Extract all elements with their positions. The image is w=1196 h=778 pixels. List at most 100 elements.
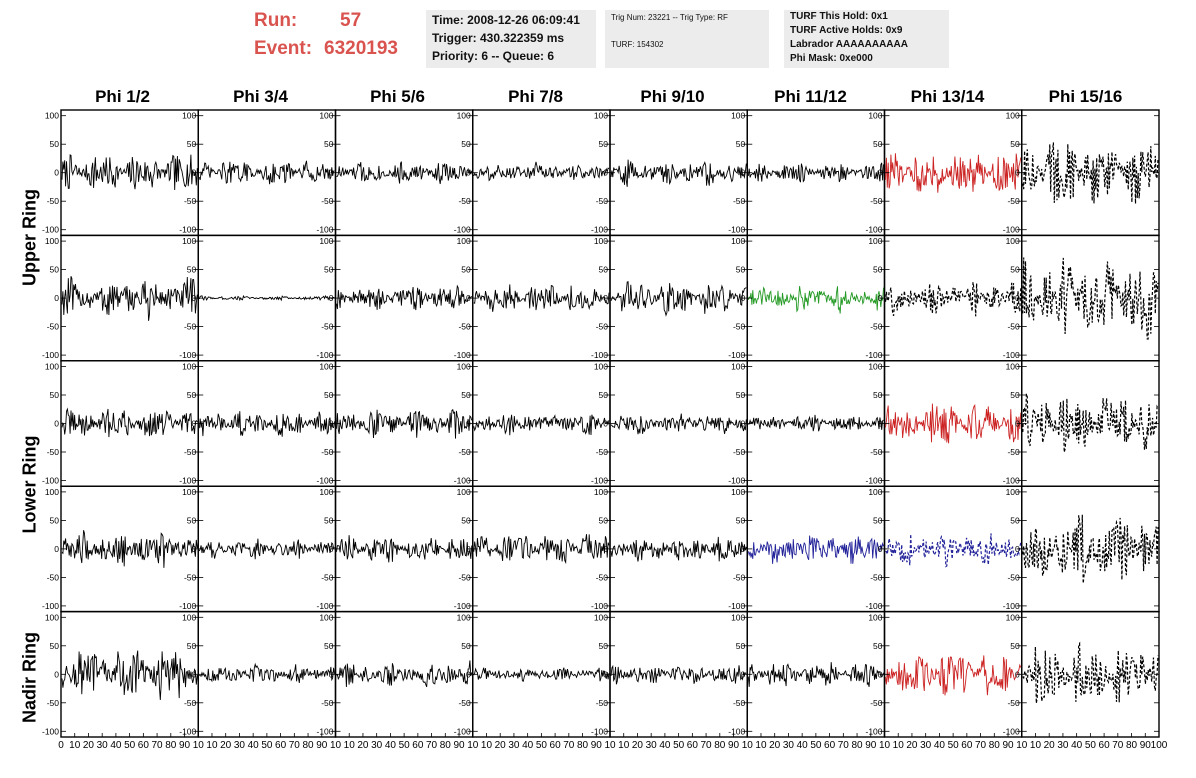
y-tick-label: 50 xyxy=(599,265,609,275)
y-tick-label: 100 xyxy=(868,362,882,372)
y-tick-label: -50 xyxy=(47,698,60,708)
y-tick-label: -100 xyxy=(591,601,608,611)
x-tick-label: 40 xyxy=(1071,740,1083,751)
column-title-phi-9-10: Phi 9/10 xyxy=(640,87,705,106)
x-tick-label: 70 xyxy=(975,740,987,751)
x-tick-label: 50 xyxy=(124,740,136,751)
y-tick-label: -100 xyxy=(42,601,59,611)
x-tick-label: 70 xyxy=(1112,740,1124,751)
x-tick-label: 10 xyxy=(1030,740,1042,751)
y-tick-label: 50 xyxy=(873,515,883,525)
x-tick-label: 40 xyxy=(385,740,397,751)
x-tick-label: 10 xyxy=(893,740,905,751)
y-tick-label: -100 xyxy=(316,601,333,611)
x-tick-label: 10 xyxy=(206,740,218,751)
x-tick-label: 70 xyxy=(838,740,850,751)
trigger-text: Trigger: 430.322359 ms xyxy=(432,31,565,45)
column-title-phi-1-2: Phi 1/2 xyxy=(95,87,150,106)
y-tick-label: -100 xyxy=(316,726,333,736)
y-tick-label: 0 xyxy=(603,669,608,679)
waveform-trace xyxy=(1022,393,1159,453)
y-tick-label: 0 xyxy=(603,293,608,303)
x-tick-label: 30 xyxy=(920,740,932,751)
x-tick-label: 20 xyxy=(357,740,369,751)
x-tick-label: 80 xyxy=(165,740,177,751)
y-tick-label: 100 xyxy=(868,487,882,497)
x-tick-label: 10 xyxy=(481,740,493,751)
y-tick-label: 50 xyxy=(1010,515,1020,525)
x-tick-label: 80 xyxy=(989,740,1001,751)
y-tick-label: -50 xyxy=(596,322,609,332)
y-tick-label: 50 xyxy=(736,390,746,400)
y-tick-label: -100 xyxy=(865,726,882,736)
y-tick-label: -50 xyxy=(870,196,883,206)
y-tick-label: -50 xyxy=(870,447,883,457)
x-tick-label: 20 xyxy=(1044,740,1056,751)
y-tick-label: -50 xyxy=(47,196,60,206)
y-tick-label: 0 xyxy=(466,544,471,554)
waveform-trace xyxy=(198,160,335,185)
y-tick-label: 100 xyxy=(319,236,333,246)
y-tick-label: 50 xyxy=(461,265,471,275)
x-tick-label: 40 xyxy=(797,740,809,751)
y-tick-label: -50 xyxy=(321,698,334,708)
y-tick-label: 100 xyxy=(731,111,745,121)
x-tick-label: 30 xyxy=(508,740,520,751)
x-tick-label: 20 xyxy=(632,740,644,751)
x-tick-label: 30 xyxy=(371,740,383,751)
y-tick-label: -100 xyxy=(728,476,745,486)
x-tick-label: 60 xyxy=(824,740,836,751)
column-title-phi-3-4: Phi 3/4 xyxy=(233,87,288,106)
y-tick-label: -50 xyxy=(321,572,334,582)
x-tick-label: 60 xyxy=(1099,740,1111,751)
y-tick-label: 50 xyxy=(461,515,471,525)
y-tick-label: 0 xyxy=(192,544,197,554)
y-tick-label: -100 xyxy=(179,225,196,235)
y-tick-label: 50 xyxy=(1010,390,1020,400)
y-tick-label: 50 xyxy=(736,139,746,149)
x-tick-label: 20 xyxy=(83,740,95,751)
y-tick-label: 100 xyxy=(457,236,471,246)
x-tick-label: 70 xyxy=(152,740,164,751)
y-tick-label: -50 xyxy=(458,322,471,332)
y-tick-label: -100 xyxy=(316,350,333,360)
y-tick-label: 0 xyxy=(329,293,334,303)
waveform-trace xyxy=(198,294,335,302)
turf-active-text: TURF Active Holds: 0x9 xyxy=(790,25,903,36)
x-tick-label: 10 xyxy=(330,740,342,751)
y-tick-label: -50 xyxy=(321,196,334,206)
y-tick-label: -50 xyxy=(870,572,883,582)
y-tick-label: -100 xyxy=(728,350,745,360)
y-tick-label: -100 xyxy=(316,225,333,235)
waveform-trace xyxy=(198,411,335,437)
y-tick-label: 100 xyxy=(45,612,59,622)
x-tick-label: 90 xyxy=(453,740,465,751)
y-tick-label: -100 xyxy=(591,476,608,486)
y-tick-label: 0 xyxy=(1015,419,1020,429)
y-tick-label: 100 xyxy=(731,362,745,372)
y-tick-label: -100 xyxy=(865,225,882,235)
x-tick-label: 60 xyxy=(412,740,424,751)
x-tick-label: 80 xyxy=(851,740,863,751)
y-tick-label: -50 xyxy=(870,322,883,332)
y-tick-label: -50 xyxy=(596,572,609,582)
y-tick-label: 0 xyxy=(54,419,59,429)
x-tick-label: 40 xyxy=(522,740,534,751)
y-tick-label: 50 xyxy=(324,641,334,651)
y-tick-label: 50 xyxy=(873,641,883,651)
y-tick-label: 100 xyxy=(594,362,608,372)
y-tick-label: 50 xyxy=(324,265,334,275)
trig-num-text: Trig Num: 23221 -- Trig Type: RF xyxy=(611,13,728,22)
waveform-trace xyxy=(747,162,884,183)
y-tick-label: 0 xyxy=(1015,669,1020,679)
x-tick-label: 50 xyxy=(261,740,273,751)
y-tick-label: -50 xyxy=(184,322,197,332)
y-tick-label: -100 xyxy=(454,476,471,486)
panel-frame xyxy=(60,485,199,613)
y-tick-label: -100 xyxy=(179,350,196,360)
x-tick-label: 90 xyxy=(316,740,328,751)
x-tick-label: 10 xyxy=(604,740,616,751)
y-tick-label: 100 xyxy=(45,362,59,372)
x-tick-label: 60 xyxy=(961,740,973,751)
y-tick-label: 100 xyxy=(594,111,608,121)
